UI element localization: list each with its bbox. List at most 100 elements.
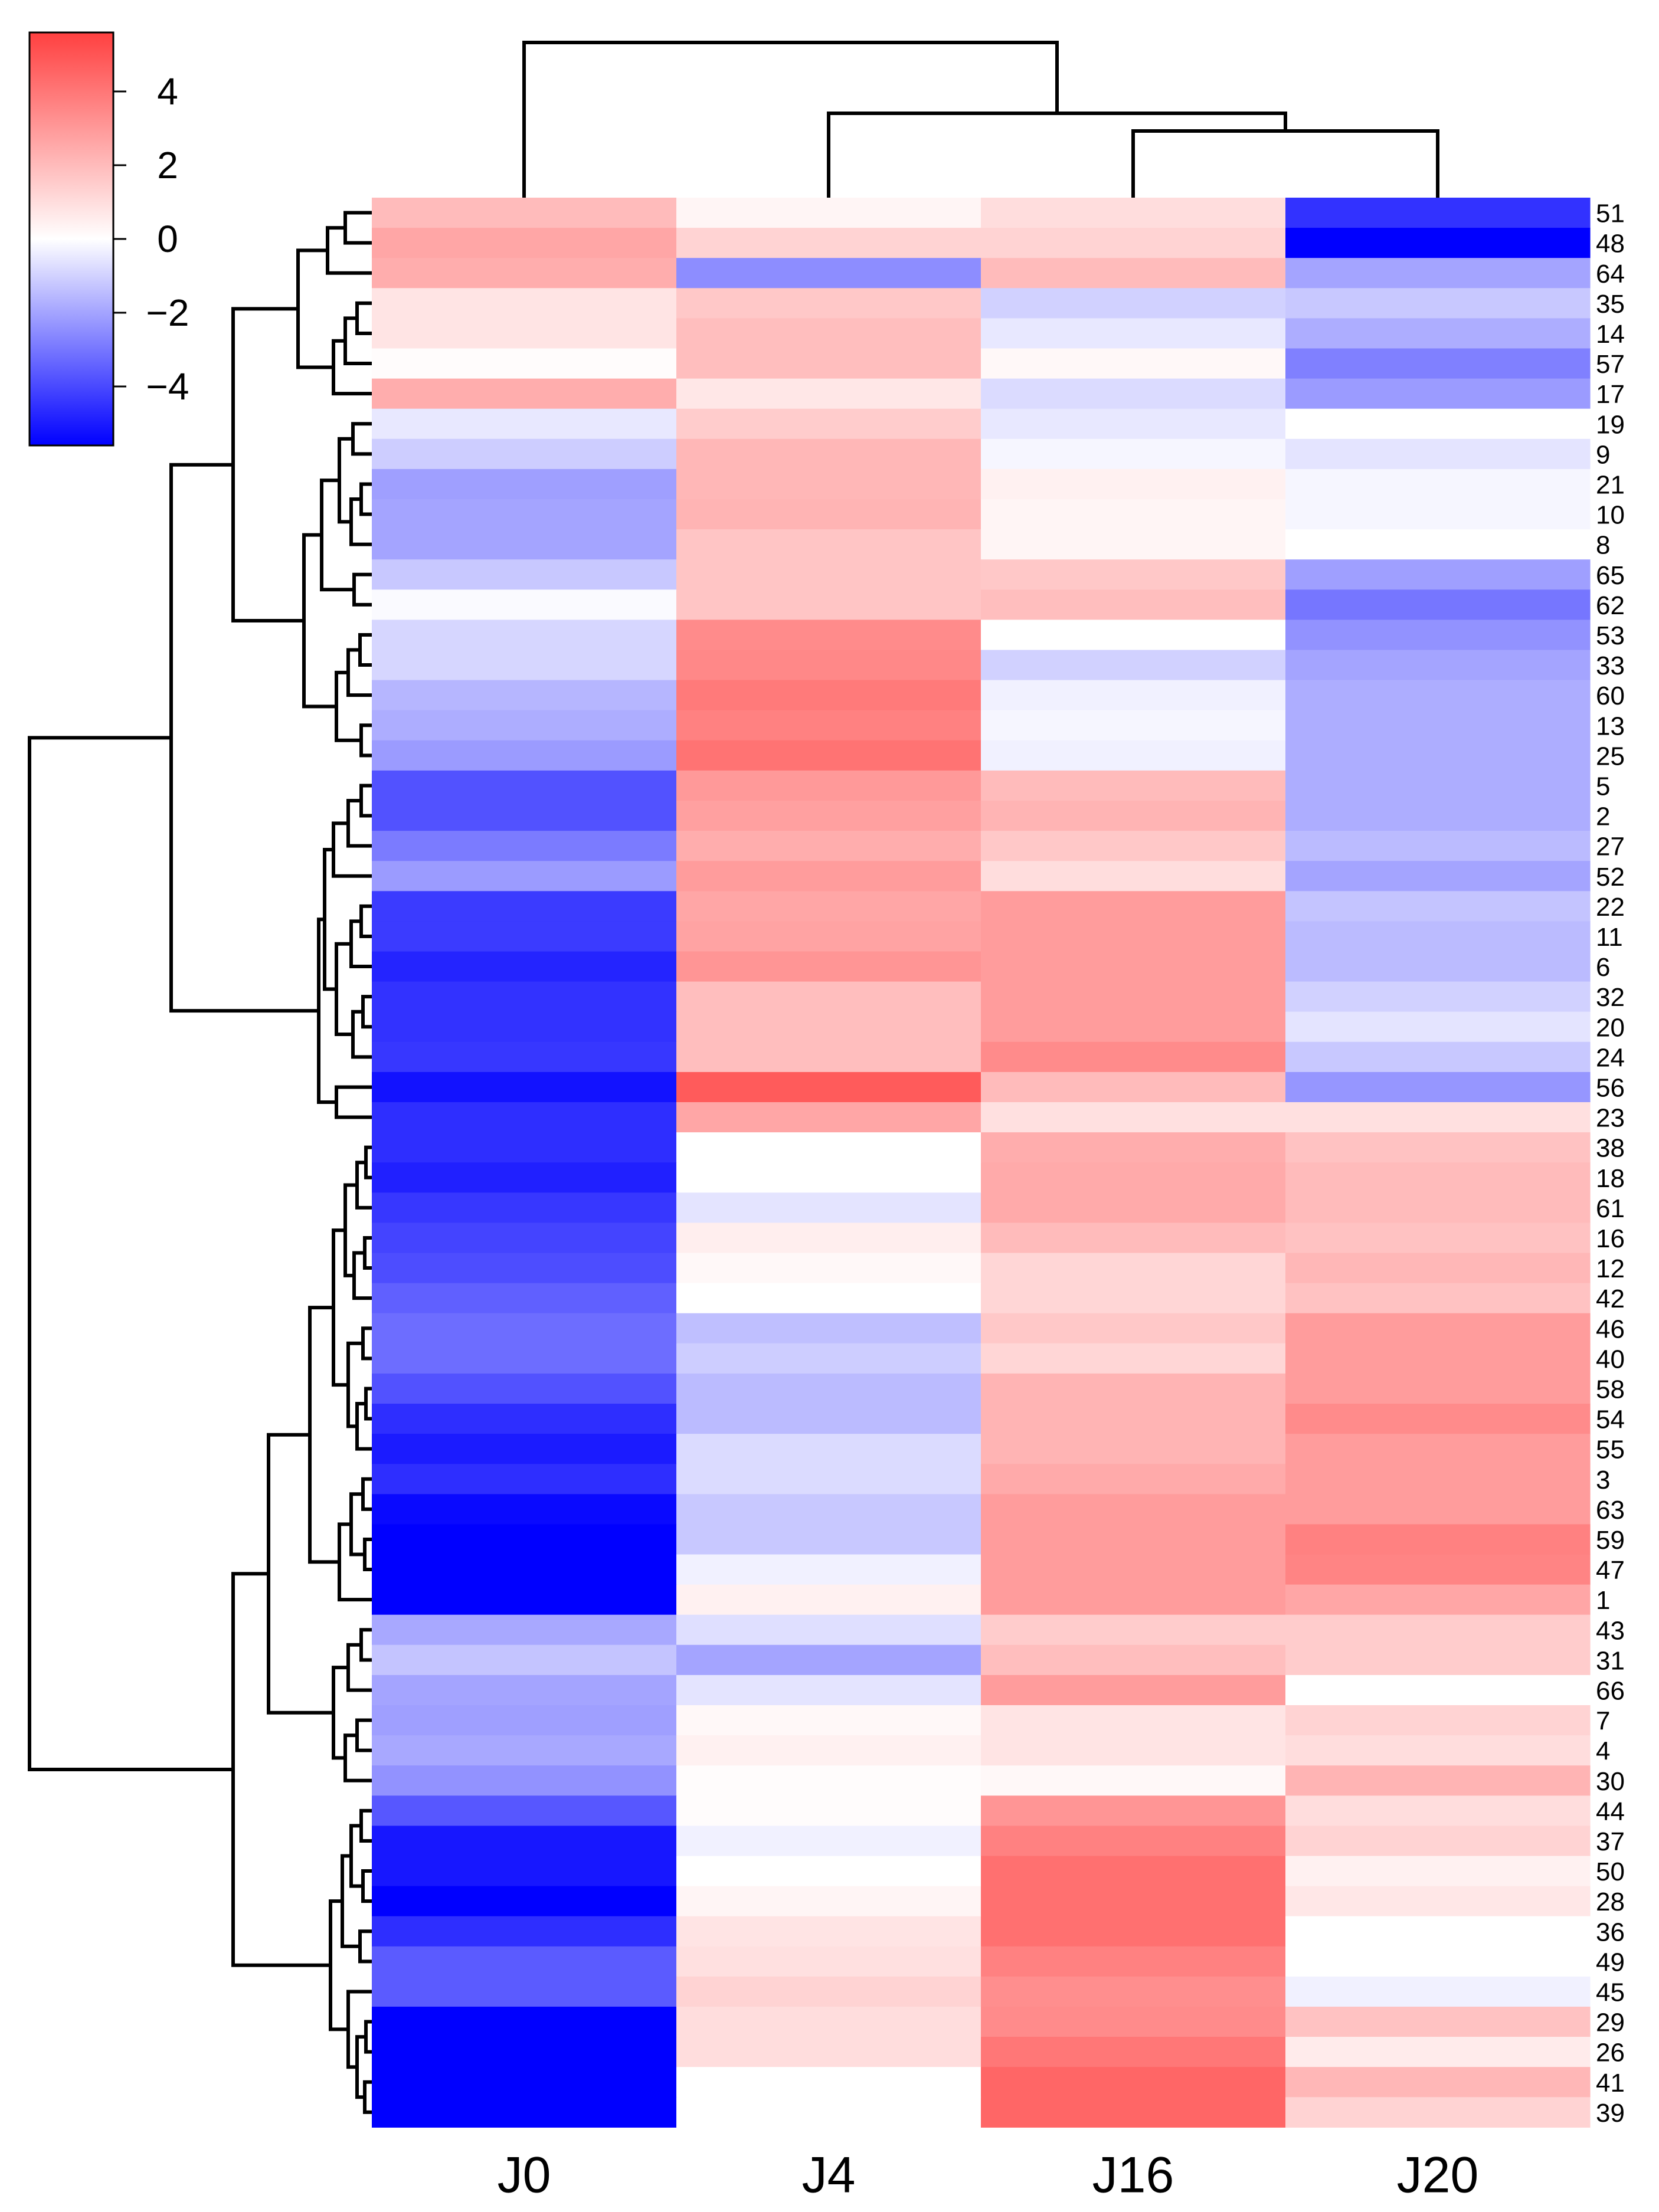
column-dendrogram xyxy=(522,41,1439,198)
heatmap-cell xyxy=(1285,1826,1591,1857)
row-dendrogram-link xyxy=(335,1085,372,1119)
heatmap-cell xyxy=(981,1434,1286,1464)
heatmap-cell xyxy=(1285,1283,1591,1314)
row-label: 58 xyxy=(1596,1375,1625,1404)
heatmap-cell xyxy=(1285,1464,1591,1495)
heatmap-cell xyxy=(981,1795,1286,1826)
heatmap-cell xyxy=(1285,1011,1591,1043)
row-label: 47 xyxy=(1596,1556,1625,1585)
heatmap-cell xyxy=(981,1373,1286,1404)
heatmap-cell xyxy=(981,1464,1286,1495)
heatmap-cell xyxy=(1285,468,1591,500)
row-label: 19 xyxy=(1596,410,1625,439)
row-dendrogram-link xyxy=(361,1326,372,1361)
row-label: 12 xyxy=(1596,1254,1625,1283)
heatmap-cell xyxy=(676,559,981,590)
heatmap-cell xyxy=(981,1494,1286,1525)
row-label: 43 xyxy=(1596,1616,1625,1645)
heatmap-cell xyxy=(676,468,981,500)
heatmap-cell xyxy=(676,529,981,560)
heatmap-cell xyxy=(1285,921,1591,952)
row-label: 24 xyxy=(1596,1043,1625,1072)
row-dendrogram-link xyxy=(359,784,372,818)
heatmap-cell xyxy=(981,1524,1286,1555)
heatmap-cell xyxy=(981,258,1286,289)
heatmap-cell xyxy=(372,801,677,831)
heatmap-cell xyxy=(372,1373,677,1404)
row-label: 1 xyxy=(1596,1586,1610,1615)
heatmap-cell xyxy=(676,2097,981,2128)
heatmap-cell xyxy=(676,1373,981,1404)
column-dendrogram-link xyxy=(1131,129,1439,198)
row-dendrogram-link xyxy=(361,1477,372,1511)
heatmap-cell xyxy=(981,951,1286,982)
row-dendrogram-link xyxy=(359,1628,372,1662)
heatmap-cell xyxy=(981,1856,1286,1887)
heatmap-cell xyxy=(981,1886,1286,1917)
heatmap-cell xyxy=(372,1011,677,1043)
heatmap-cell xyxy=(372,1765,677,1796)
heatmap-cell xyxy=(372,1132,677,1163)
heatmap-cell xyxy=(676,1614,981,1646)
heatmap-cell xyxy=(372,1404,677,1434)
heatmap-cell xyxy=(1285,318,1591,349)
heatmap-cell xyxy=(981,1223,1286,1254)
heatmap-cell xyxy=(981,861,1286,892)
heatmap-cell xyxy=(372,1826,677,1857)
colorbar-tick-label: 4 xyxy=(157,70,178,113)
heatmap-cell xyxy=(372,408,677,440)
heatmap-cell xyxy=(372,710,677,741)
heatmap-cell xyxy=(372,499,677,530)
heatmap-cell xyxy=(372,318,677,349)
heatmap-cell xyxy=(981,1735,1286,1766)
heatmap-cell xyxy=(981,1644,1286,1676)
heatmap-cell xyxy=(676,1132,981,1163)
heatmap-cell xyxy=(981,408,1286,440)
heatmap-cell xyxy=(1285,1856,1591,1887)
heatmap-cell xyxy=(1285,1343,1591,1374)
heatmap-cell xyxy=(372,529,677,560)
heatmap-cell xyxy=(372,921,677,952)
heatmap-cell xyxy=(981,801,1286,831)
heatmap-cell xyxy=(1285,1223,1591,1254)
row-label: 66 xyxy=(1596,1677,1625,1706)
heatmap-cell xyxy=(981,1253,1286,1284)
row-dendrogram-link xyxy=(355,301,372,335)
row-dendrogram-link xyxy=(169,463,319,1013)
heatmap-cell xyxy=(372,1464,677,1495)
heatmap-cell xyxy=(676,1464,981,1495)
row-dendrogram-link xyxy=(361,995,372,1029)
column-dendrogram-link xyxy=(827,112,1287,198)
heatmap-cell xyxy=(1285,1946,1591,1977)
row-label: 55 xyxy=(1596,1436,1625,1464)
heatmap-cell xyxy=(372,1614,677,1646)
heatmap-cell xyxy=(372,1223,677,1254)
heatmap-cell xyxy=(676,1916,981,1947)
column-labels: J0 J4 J16 J20 xyxy=(498,2147,1479,2203)
heatmap-cell xyxy=(676,1856,981,1887)
column-label: J16 xyxy=(1092,2147,1174,2203)
heatmap-cell xyxy=(1285,348,1591,379)
heatmap-cell xyxy=(676,1644,981,1676)
heatmap-cell xyxy=(981,1283,1286,1314)
row-dendrogram-link xyxy=(359,904,372,938)
heatmap-cell xyxy=(1285,1674,1591,1706)
row-label: 22 xyxy=(1596,893,1625,922)
heatmap-cell xyxy=(1285,1765,1591,1796)
heatmap-cell xyxy=(676,1162,981,1193)
heatmap-cell xyxy=(372,1916,677,1947)
heatmap-cell xyxy=(372,1705,677,1736)
row-dendrogram-link xyxy=(346,1990,372,2069)
row-dendrogram-link xyxy=(338,1522,372,1602)
row-label: 5 xyxy=(1596,772,1610,801)
heatmap-cell xyxy=(981,740,1286,771)
heatmap-cell xyxy=(372,1313,677,1344)
heatmap-cell xyxy=(372,438,677,470)
row-label: 65 xyxy=(1596,561,1625,590)
heatmap-cell xyxy=(372,228,677,258)
heatmap-cell xyxy=(1285,499,1591,530)
row-label: 25 xyxy=(1596,742,1625,771)
row-dendrogram-link xyxy=(359,723,372,758)
row-label: 29 xyxy=(1596,2008,1625,2037)
row-label: 56 xyxy=(1596,1074,1625,1103)
